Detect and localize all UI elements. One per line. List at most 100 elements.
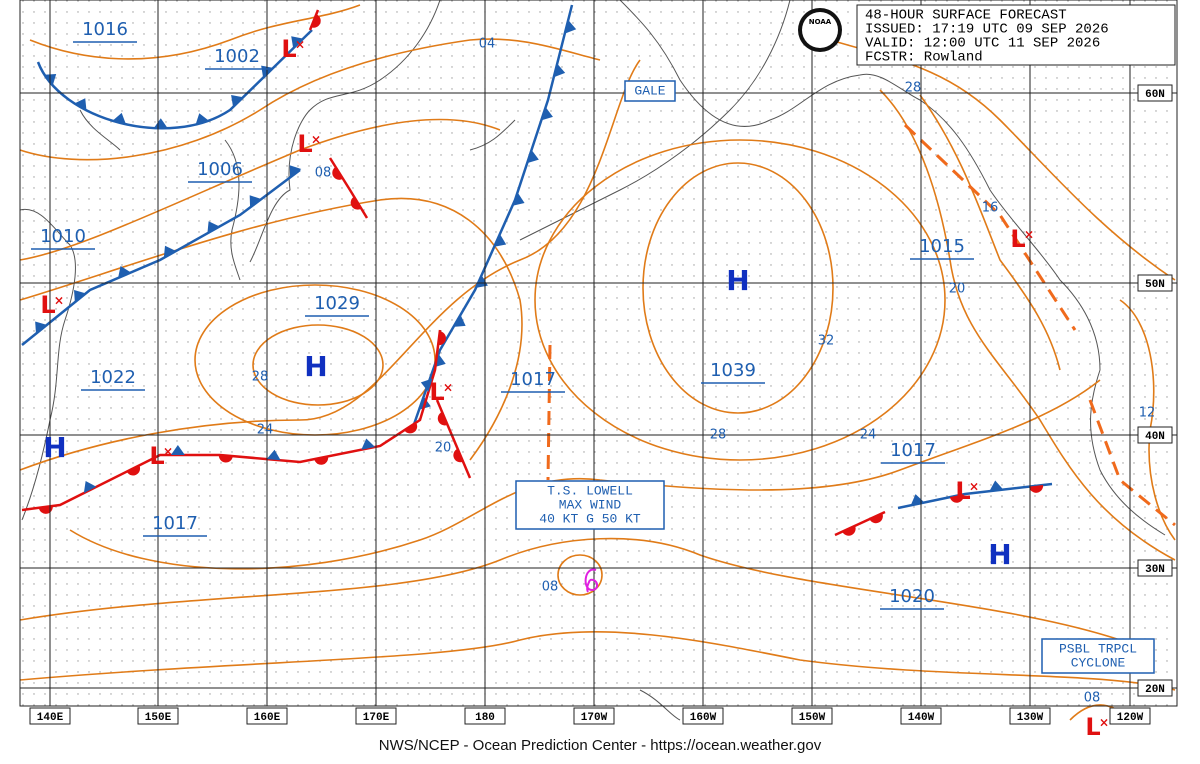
- tropical-storm-symbol: [584, 568, 598, 593]
- cold-front-symbol: [989, 480, 1004, 492]
- label-box: [515, 480, 665, 530]
- lat-label-box: [1137, 274, 1173, 292]
- low-marker: ×: [163, 445, 173, 459]
- cold-front-symbol: [420, 378, 433, 392]
- troughs: [546, 123, 1176, 527]
- lon-label: 180: [475, 712, 495, 724]
- cold-front-symbol: [291, 36, 304, 49]
- pressure-value: 1022: [90, 367, 136, 388]
- pressure-value: 1017: [152, 513, 198, 534]
- warm-front-symbol: [1029, 485, 1044, 493]
- low-center: L: [297, 130, 312, 158]
- cold-front-symbol: [249, 195, 262, 208]
- isobar-label: 12: [1139, 406, 1156, 421]
- warm-front-symbol: [126, 465, 140, 476]
- lat-label-box: [1137, 84, 1173, 102]
- pressure-value: 1010: [40, 226, 86, 247]
- lat-label-box: [1137, 426, 1173, 444]
- cold-front-symbol: [553, 63, 566, 78]
- lon-label: 150W: [799, 712, 826, 724]
- lon-label: 120W: [1117, 712, 1144, 724]
- lon-label: 130W: [1017, 712, 1044, 724]
- isobar-label: 16: [982, 201, 999, 216]
- low-center: L: [955, 477, 970, 505]
- warm-front-symbol: [350, 196, 362, 210]
- lon-label: 140E: [37, 712, 64, 724]
- cold-front-symbol: [289, 165, 302, 178]
- low-center: L: [1010, 225, 1025, 253]
- cold-front-symbol: [195, 113, 209, 125]
- lon-label-box: [1009, 707, 1051, 725]
- isobar-label: 28: [252, 370, 269, 385]
- cold-front-symbol: [153, 118, 168, 129]
- fronts: [21, 4, 1053, 537]
- map-frame: [19, 0, 1178, 707]
- isobar-label: 08: [1084, 691, 1101, 706]
- isobar-label: 08: [315, 166, 332, 181]
- pressure-value: 1017: [890, 440, 936, 461]
- cold-front-symbol: [118, 266, 131, 278]
- isobar-label: 08: [542, 580, 559, 595]
- warm-front-symbol: [314, 456, 329, 465]
- pressure-value: 1029: [314, 293, 360, 314]
- cold-front-symbol: [453, 314, 466, 327]
- front-line: [435, 399, 472, 479]
- map-labels: 60N 50N 40N 30N 20N 140E 150E 160E 170E 180 170W 16…: [19, 0, 1178, 741]
- lon-label-box: [355, 707, 397, 725]
- low-center: L: [281, 35, 296, 63]
- footer: NWS/NCEP - Ocean Prediction Center - htt…: [379, 737, 822, 754]
- cold-front-symbol: [163, 245, 177, 258]
- pressure-value: 1002: [214, 46, 260, 67]
- lon-label-box: [29, 707, 71, 725]
- high-center: H: [304, 350, 327, 383]
- lon-label-box: [573, 707, 615, 725]
- box-line: PSBL TRPCL: [1059, 641, 1137, 656]
- box-line: GALE: [634, 83, 665, 98]
- warm-front-symbol: [453, 448, 464, 463]
- cold-front-symbol: [361, 438, 376, 450]
- header-line: ISSUED: 17:19 UTC 09 SEP 2026: [865, 22, 1109, 38]
- cold-front-symbol: [541, 107, 553, 121]
- box-line: CYCLONE: [1071, 655, 1126, 670]
- logo-inner: [802, 12, 838, 48]
- cold-front-symbol: [170, 445, 185, 455]
- lon-label-box: [1109, 707, 1151, 725]
- lon-label: 160E: [254, 712, 281, 724]
- low-center: L: [1085, 713, 1100, 741]
- low-center: L: [149, 442, 164, 470]
- cold-front-symbol: [564, 20, 577, 34]
- lon-label-box: [900, 707, 942, 725]
- box-line: MAX WIND: [559, 497, 622, 512]
- cold-front-symbol: [231, 94, 244, 108]
- isobar-label: 20: [949, 282, 966, 297]
- cold-front-symbol: [112, 112, 126, 125]
- lat-label-box: [1137, 679, 1173, 697]
- isobar-label: 32: [818, 334, 835, 349]
- coastlines: [19, 0, 1166, 721]
- warm-front-symbol: [842, 525, 856, 536]
- high-center: H: [988, 538, 1011, 571]
- cold-front-symbol: [207, 221, 220, 234]
- header-line: VALID: 12:00 UTC 11 SEP 2026: [865, 36, 1100, 52]
- lon-label: 160W: [690, 712, 717, 724]
- low-marker: ×: [295, 38, 305, 52]
- dot-grid: [20, 0, 1177, 706]
- isobar-label: 04: [479, 37, 496, 52]
- low-center: L: [40, 291, 55, 319]
- lat-label: 20N: [1145, 684, 1165, 696]
- pressure-value: 1039: [710, 360, 756, 381]
- warm-front-symbol: [949, 494, 964, 503]
- lat-label-box: [1137, 559, 1173, 577]
- cold-front-symbol: [527, 149, 539, 164]
- low-marker: ×: [1099, 716, 1109, 730]
- isobar-label: 28: [905, 81, 922, 96]
- lat-label: 60N: [1145, 89, 1165, 101]
- cold-front-symbol: [74, 98, 87, 111]
- cold-front-symbol: [266, 449, 281, 461]
- low-marker: ×: [443, 381, 453, 395]
- lon-label-box: [791, 707, 833, 725]
- low-marker: ×: [1024, 228, 1034, 242]
- warm-front-symbol: [438, 331, 446, 346]
- warm-front-symbol: [437, 411, 448, 426]
- isobar-label: 20: [435, 441, 452, 456]
